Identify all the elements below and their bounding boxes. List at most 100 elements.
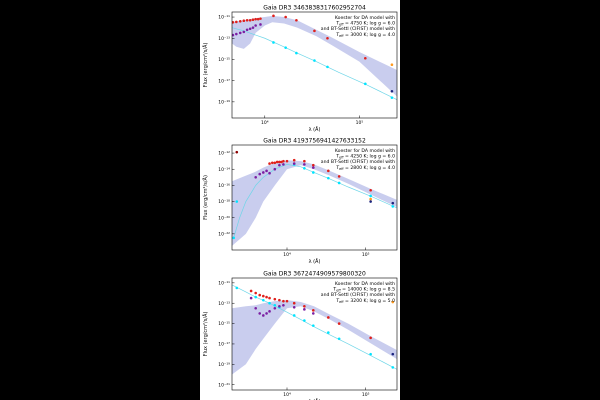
model-spectrum [232, 160, 397, 246]
data-point [242, 30, 246, 34]
data-point [273, 161, 277, 165]
data-point [364, 56, 367, 60]
x-tick-label: 10⁴ [261, 120, 269, 126]
data-point [254, 24, 257, 27]
y-tick-label: 10⁻¹⁷ [218, 342, 230, 348]
data-point [242, 19, 246, 23]
data-point [268, 310, 271, 313]
y-tick-label: 10⁻¹⁶ [218, 183, 230, 189]
x-tick-label: 10⁴ [283, 392, 291, 398]
data-point [273, 167, 277, 171]
y-tick-label: 10⁻¹³ [218, 36, 230, 42]
data-point [265, 295, 268, 299]
data-point [364, 82, 367, 86]
data-point [292, 314, 296, 317]
data-point [245, 18, 249, 22]
annotation-part: T [335, 154, 339, 160]
chart-title: Gaia DR3 4193756941427633152 [263, 138, 366, 145]
data-point [245, 28, 249, 32]
data-point [251, 18, 255, 22]
data-point [272, 14, 275, 18]
data-point [390, 89, 394, 93]
data-point [232, 236, 235, 240]
data-point [262, 171, 265, 174]
data-point [262, 314, 265, 317]
data-point [391, 201, 395, 205]
data-point [391, 205, 395, 208]
data-point [235, 150, 239, 154]
data-point [268, 162, 271, 165]
annotation: Teff = 4250 K; log g = 6.0 [335, 154, 395, 160]
annotation: Teff = 4750 K; log g = 6.0 [335, 21, 395, 27]
data-point [235, 20, 238, 24]
annotation-part: eff [339, 34, 344, 38]
data-point [258, 172, 262, 176]
data-point [313, 59, 316, 62]
data-point [369, 200, 372, 203]
data-point [292, 301, 296, 305]
data-point [337, 337, 341, 341]
annotation-part: = 4750 K; log g = 6.0 [344, 21, 395, 27]
data-point [285, 299, 289, 303]
data-point [391, 352, 395, 356]
annotation-part: T [335, 298, 339, 304]
data-point [238, 19, 242, 23]
x-axis-label: λ (Å) [309, 258, 321, 265]
annotation: Teff = 2800 K; log g = 4.0 [335, 165, 395, 171]
x-tick-label: 10⁵ [356, 120, 364, 126]
data-point [292, 305, 296, 309]
data-point [248, 27, 252, 31]
data-point [235, 200, 239, 203]
data-point [254, 295, 257, 299]
annotation: and BT-Settl (CIFIST) model with [321, 26, 395, 32]
annotation-part: eff [339, 23, 344, 27]
data-point [312, 312, 315, 315]
plot-area [232, 150, 397, 246]
data-point [284, 15, 287, 19]
data-point [259, 17, 262, 20]
axes-frame [231, 277, 398, 391]
y-tick-label: 10⁻¹¹ [218, 15, 230, 21]
data-point [327, 331, 330, 334]
data-point [282, 299, 285, 303]
y-tick-label: 10⁻¹³ [218, 301, 230, 307]
annotation-part: T [332, 287, 336, 293]
annotation-part: eff [336, 289, 341, 293]
annotation-part: and BT-Settl (CIFIST) model with [321, 26, 395, 32]
y-tick-label: 10⁻¹⁵ [218, 57, 230, 63]
data-point [369, 352, 372, 356]
annotation: Koester for DA model with [335, 148, 395, 154]
annotation-part: and BT-Settl (CIFIST) model with [321, 159, 395, 165]
x-tick-label: 10⁵ [362, 392, 370, 398]
annotation-part: Koester for DA model with [335, 281, 395, 287]
annotation-part: T [335, 21, 339, 27]
data-point [312, 166, 315, 169]
data-point [258, 312, 262, 315]
data-point [232, 21, 235, 24]
data-point [390, 63, 394, 67]
annotation-part: eff [339, 156, 344, 160]
data-point [337, 181, 341, 185]
data-point [312, 171, 315, 174]
annotation: and BT-Settl (CIFIST) model with [321, 292, 395, 298]
data-point [258, 293, 262, 297]
y-axis-label: Flux (erg/cm²/s/Å) [202, 43, 209, 88]
data-point [369, 336, 372, 340]
y-axis-label: Flux (erg/cm²/s/Å) [202, 175, 209, 220]
y-tick-label: 10⁻¹⁹ [218, 362, 230, 368]
annotation: Koester for DA model with [335, 15, 395, 21]
data-point [327, 176, 330, 180]
data-point [326, 65, 329, 69]
data-point [270, 161, 274, 165]
data-point [303, 167, 306, 170]
chart-title: Gaia DR3 3463838317602952704 [263, 5, 366, 12]
annotation: and BT-Settl (CIFIST) model with [321, 159, 395, 165]
data-point [235, 32, 238, 36]
annotation-part: = 3200 K; log g = 5.0 [344, 298, 395, 304]
data-point [284, 46, 287, 49]
x-tick-label: 10⁵ [362, 252, 370, 258]
y-tick-label: 10⁻¹⁵ [218, 321, 230, 327]
annotation-part: = 4250 K; log g = 6.0 [344, 154, 395, 160]
data-point [312, 324, 315, 327]
y-tick-label: 10⁻¹⁴ [218, 167, 230, 173]
